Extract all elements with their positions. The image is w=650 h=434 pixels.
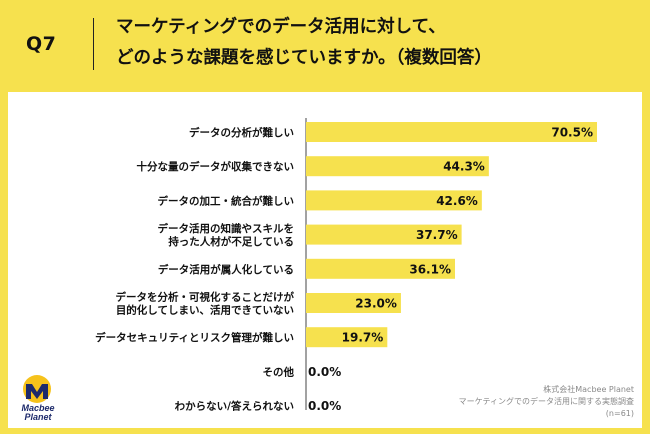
category-label: データ活用が属人化している: [158, 263, 294, 276]
category-label: データの分析が難しい: [189, 126, 294, 139]
category-label: わからない/答えられない: [175, 400, 294, 413]
question-number: Q7: [26, 33, 57, 55]
value-label: 36.1%: [409, 262, 451, 276]
header: Q7 マーケティングでのデータ活用に対して、 どのような課題を感じていますか。（…: [0, 0, 650, 92]
source-survey: マーケティングでのデータ活用に関する実態調査: [458, 397, 634, 406]
category-label: データセキュリティとリスク管理が難しい: [95, 331, 294, 344]
value-label: 0.0%: [308, 399, 341, 413]
value-label: 23.0%: [355, 297, 397, 311]
bar: [306, 293, 401, 313]
value-label: 70.5%: [551, 126, 593, 140]
category-label: データの加工・統合が難しい: [158, 194, 295, 207]
bar: [306, 122, 597, 142]
question-title-line-2: どのような課題を感じていますか。（複数回答）: [116, 48, 492, 68]
category-label: データを分析・可視化することだけが: [116, 291, 295, 304]
source-company: 株式会社Macbee Planet: [543, 385, 634, 394]
value-label: 0.0%: [308, 365, 341, 379]
bar: [306, 258, 456, 279]
question-title: マーケティングでのデータ活用に対して、 どのような課題を感じていますか。（複数回…: [116, 12, 636, 74]
value-label: 44.3%: [443, 160, 485, 174]
logo-wordmark: Macbee Planet: [12, 404, 64, 422]
logo-line-1: Macbee: [21, 403, 55, 413]
bar: [306, 327, 388, 348]
source-note: 株式会社Macbee Planet マーケティングでのデータ活用に関する実態調査…: [459, 384, 634, 420]
category-label: 持った人材が不足している: [168, 235, 294, 248]
value-label: 19.7%: [342, 331, 384, 345]
logo-m-mark: [26, 384, 48, 399]
logo-line-2: Planet: [24, 412, 52, 422]
value-label: 42.6%: [436, 194, 478, 208]
macbee-planet-logo: [23, 375, 51, 403]
category-label: その他: [263, 365, 295, 378]
bar: [306, 190, 482, 211]
category-label: 目的化してしまい、活用できていない: [116, 304, 294, 317]
header-divider: [93, 18, 94, 70]
category-label: データ活用の知識やスキルを: [158, 222, 295, 235]
sample-size: (n=61): [605, 409, 634, 418]
bar: [306, 156, 489, 177]
bar: [306, 224, 462, 245]
question-title-line-1: マーケティングでのデータ活用に対して、: [116, 17, 446, 37]
category-label: 十分な量のデータが収集できない: [137, 160, 295, 173]
value-label: 37.7%: [416, 228, 458, 242]
